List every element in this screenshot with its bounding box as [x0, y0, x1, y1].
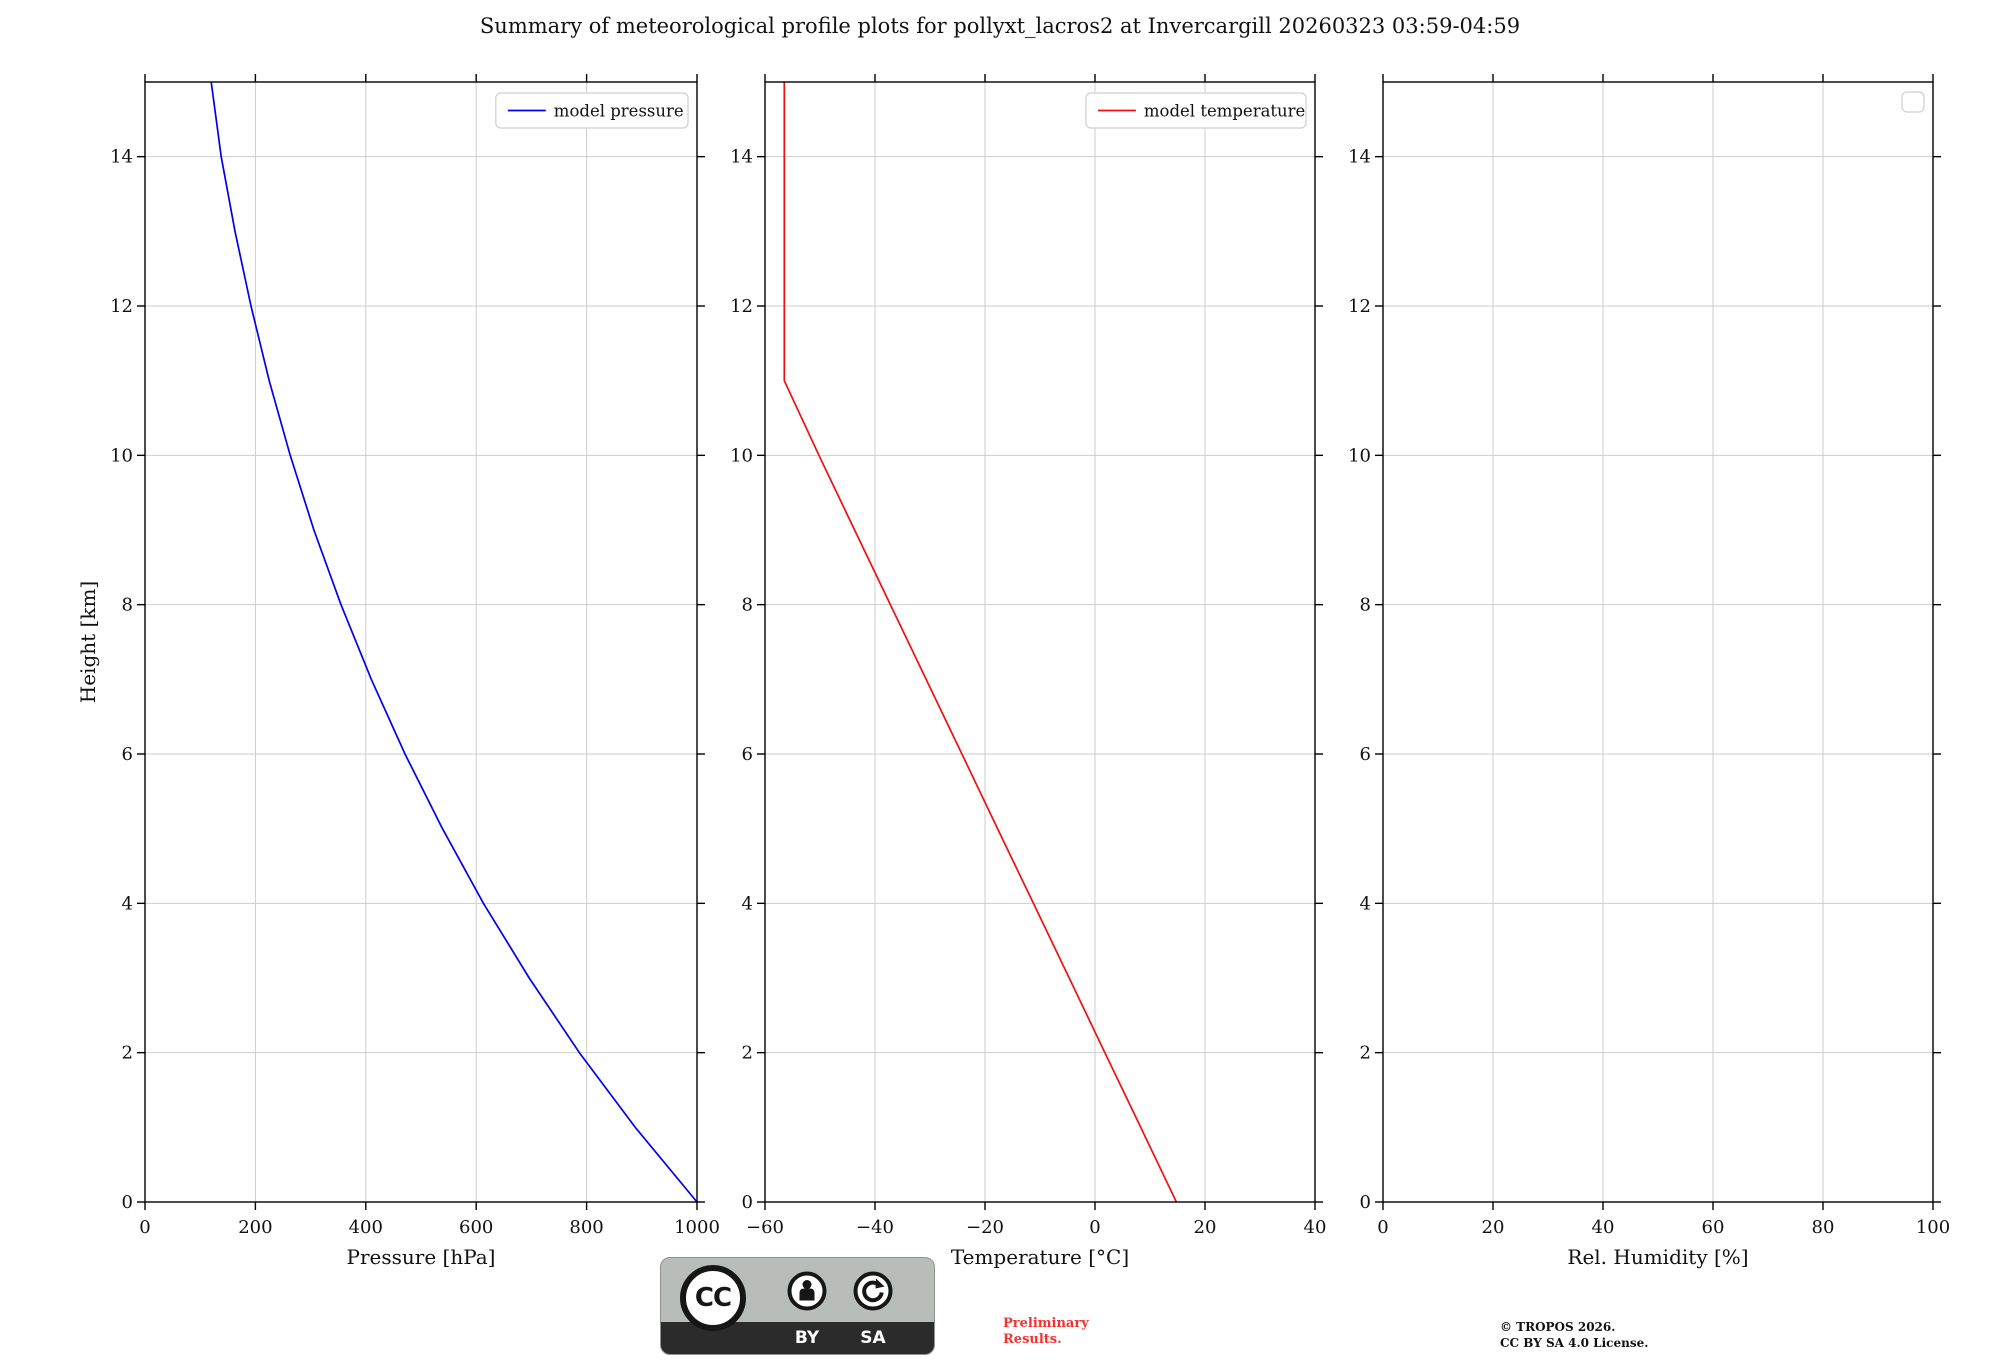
y-tick-label: 8 — [1360, 595, 1371, 616]
cc-sa-label: SA — [860, 1328, 886, 1348]
humidity-legend — [1901, 91, 1925, 113]
y-tick-label: 6 — [742, 744, 753, 765]
y-tick-label: 10 — [110, 445, 133, 466]
legend-box — [495, 92, 689, 129]
empty-legend-box — [1901, 91, 1925, 113]
copyright-note: © TROPOS 2026. CC BY SA 4.0 License. — [1500, 1319, 1648, 1351]
legend-label: model pressure — [554, 102, 684, 121]
y-tick-label: 2 — [1360, 1043, 1371, 1064]
x-tick-label: 20 — [1482, 1217, 1505, 1238]
x-tick-label: 40 — [1304, 1217, 1327, 1238]
x-tick-label: 400 — [349, 1217, 383, 1238]
x-tick-label: 20 — [1194, 1217, 1217, 1238]
y-tick-label: 12 — [730, 296, 753, 317]
y-tick-label: 4 — [122, 893, 133, 914]
x-tick-label: 0 — [1377, 1217, 1388, 1238]
humidity-x-axis-label: Rel. Humidity [%] — [1567, 1245, 1748, 1269]
cc-license-badge: BY SA CC — [660, 1257, 935, 1355]
copyright-line-1: © TROPOS 2026. — [1500, 1320, 1616, 1334]
y-tick-label: 12 — [1348, 296, 1371, 317]
legend-label: model temperature — [1144, 102, 1305, 121]
pressure-legend: model pressure — [495, 92, 689, 129]
humidity-panel: 0 20 40 60 80 100 0 2 4 6 8 10 12 14 Rel. Humidity [%] — [1348, 74, 1950, 1269]
legend-box — [1085, 92, 1307, 129]
y-tick-label: 4 — [742, 893, 753, 914]
y-tick-label: 0 — [1360, 1192, 1371, 1213]
cc-by-label: BY — [794, 1328, 820, 1348]
y-tick-label: 14 — [730, 147, 753, 168]
y-tick-label: 10 — [730, 445, 753, 466]
x-tick-label: 1000 — [674, 1217, 720, 1238]
cc-logo-icon: CC — [680, 1265, 746, 1331]
pressure-curve — [210, 81, 698, 1203]
x-tick-label: 600 — [459, 1217, 493, 1238]
cc-sa-arrow-icon — [853, 1271, 893, 1311]
y-tick-label: 14 — [110, 147, 133, 168]
x-tick-label: 40 — [1592, 1217, 1615, 1238]
y-tick-label: 6 — [1360, 744, 1371, 765]
y-tick-label: 4 — [1360, 893, 1371, 914]
y-tick-label: 2 — [122, 1043, 133, 1064]
preliminary-line-1: Preliminary — [1003, 1316, 1089, 1331]
temperature-curve — [783, 82, 1178, 1203]
temperature-legend: model temperature — [1085, 92, 1307, 129]
copyright-line-2: CC BY SA 4.0 License. — [1500, 1336, 1649, 1351]
y-tick-label: 12 — [110, 296, 133, 317]
y-tick-label: 8 — [742, 595, 753, 616]
temperature-x-axis-label: Temperature [°C] — [951, 1245, 1129, 1269]
y-tick-label: 2 — [742, 1043, 753, 1064]
x-tick-label: −20 — [966, 1217, 1004, 1238]
x-tick-label: 60 — [1702, 1217, 1725, 1238]
pressure-x-axis-label: Pressure [hPa] — [347, 1245, 496, 1269]
x-tick-label: 100 — [1916, 1217, 1950, 1238]
temperature-panel: −60 −40 −20 0 20 40 0 2 4 6 8 10 12 14 Temperature [°C… — [730, 74, 1326, 1269]
x-tick-label: 800 — [569, 1217, 603, 1238]
y-tick-label: 14 — [1348, 147, 1371, 168]
x-tick-label: 80 — [1812, 1217, 1835, 1238]
y-tick-label: 0 — [122, 1192, 133, 1213]
figure-title: Summary of meteorological profile plots … — [479, 14, 1521, 38]
y-tick-label: 10 — [1348, 445, 1371, 466]
cc-by-person-icon — [787, 1271, 827, 1311]
x-tick-label: −60 — [746, 1217, 784, 1238]
y-tick-label: 0 — [742, 1192, 753, 1213]
x-tick-label: −40 — [856, 1217, 894, 1238]
cc-logo-text: CC — [694, 1283, 732, 1313]
y-tick-label: 6 — [122, 744, 133, 765]
y-axis-label: Height [km] — [76, 581, 100, 703]
preliminary-note: Preliminary Results. — [1003, 1316, 1089, 1349]
x-tick-label: 0 — [139, 1217, 150, 1238]
preliminary-line-2: Results. — [1003, 1332, 1062, 1348]
y-tick-label: 8 — [122, 595, 133, 616]
humidity-axes-frame — [1382, 81, 1934, 1203]
x-tick-label: 0 — [1089, 1217, 1100, 1238]
pressure-axes-frame — [144, 81, 698, 1203]
x-tick-label: 200 — [238, 1217, 272, 1238]
pressure-panel: 0 200 400 600 800 1000 0 2 4 6 8 10 12 14 Pressure [hP… — [76, 74, 720, 1269]
temperature-axes-frame — [764, 81, 1316, 1203]
